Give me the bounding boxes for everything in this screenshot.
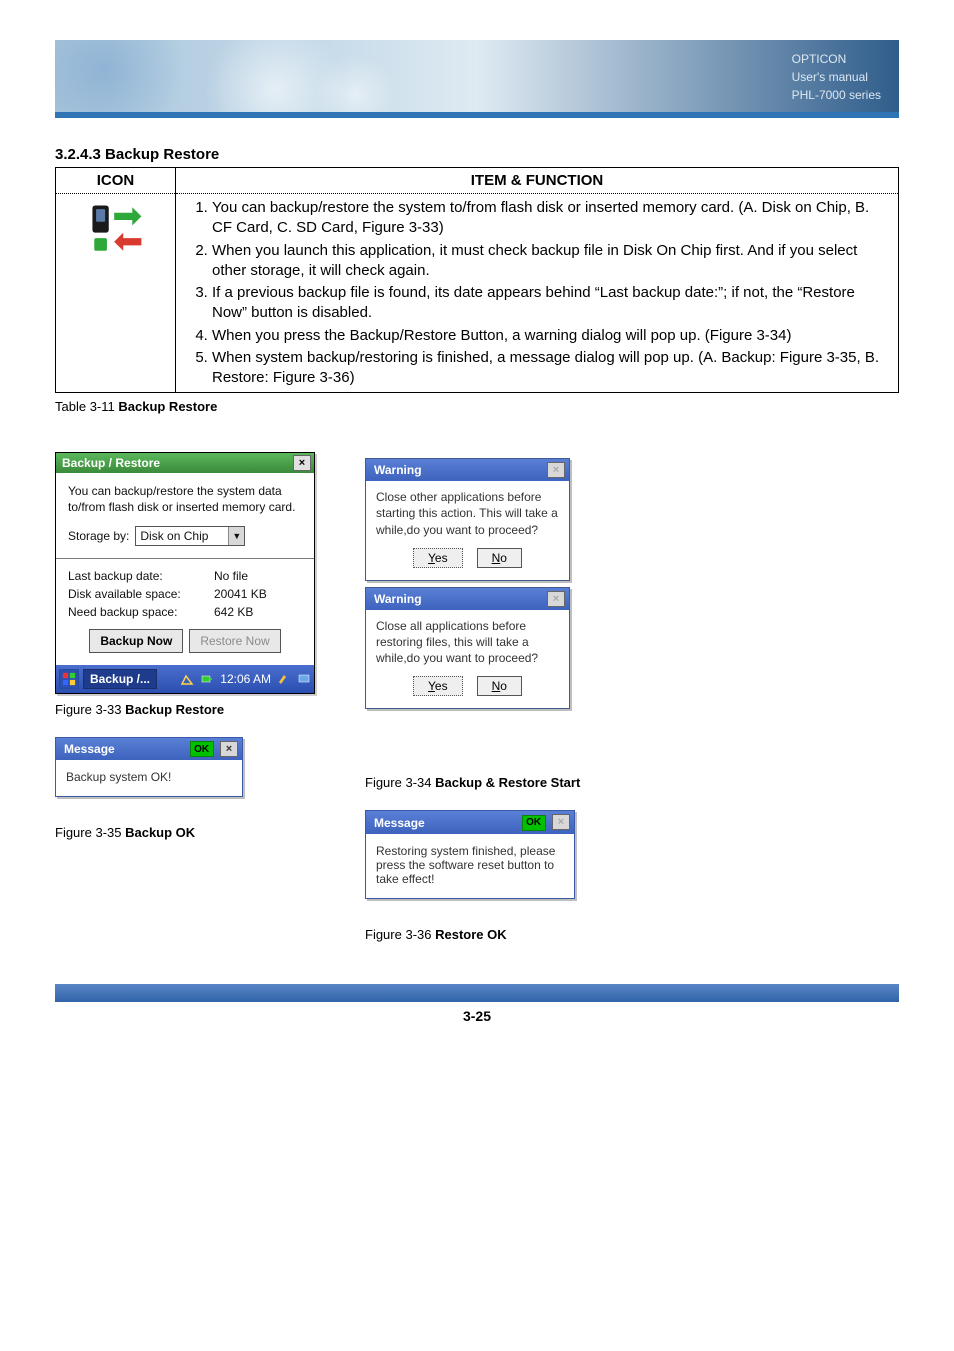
- fig34-label: Figure 3-34 Backup & Restore Start: [365, 775, 725, 790]
- message-backup-ok: Message OK × Backup system OK!: [55, 737, 243, 798]
- close-icon[interactable]: ×: [220, 741, 238, 757]
- msg-restore-title-text: Message: [374, 816, 425, 830]
- backup-title: Backup / Restore: [62, 456, 160, 470]
- disk-avail-value: 20041 KB: [214, 587, 267, 601]
- last-backup-label: Last backup date:: [68, 569, 196, 583]
- header-text: OPTICON User's manual PHL-7000 series: [792, 50, 881, 104]
- header-line3: PHL-7000 series: [792, 86, 881, 104]
- warning1-titlebar: Warning ×: [366, 459, 569, 481]
- battery-icon: [200, 672, 214, 686]
- fig34-bold: Backup & Restore Start: [435, 775, 580, 790]
- icon-cell: [56, 194, 176, 393]
- storage-label: Storage by:: [68, 529, 129, 543]
- msg-restore-title: Message OK ×: [366, 811, 574, 834]
- clock: 12:06 AM: [220, 672, 271, 686]
- backup-titlebar: Backup / Restore ×: [56, 453, 314, 473]
- warning1-body-wrap: Close other applications before starting…: [366, 481, 569, 580]
- col-header-func: ITEM & FUNCTION: [176, 168, 899, 194]
- ok-button[interactable]: OK: [190, 741, 214, 757]
- storage-value: Disk on Chip: [136, 529, 228, 543]
- yes-button[interactable]: Yes: [413, 676, 463, 696]
- fig35-label: Figure 3-35 Backup OK: [55, 825, 315, 840]
- header-brand: OPTICON: [792, 50, 881, 68]
- info-table: ICON ITEM & FUNCTION: [55, 167, 899, 393]
- no-button[interactable]: No: [477, 548, 522, 568]
- tray: 12:06 AM: [180, 672, 311, 686]
- list-item: When you press the Backup/Restore Button…: [212, 326, 890, 346]
- caption-bold: Backup Restore: [118, 399, 217, 414]
- yes-button[interactable]: Yes: [413, 548, 463, 568]
- message-restore-ok: Message OK × Restoring system finished, …: [365, 810, 575, 899]
- figure-34: Warning × Close other applications befor…: [365, 452, 725, 962]
- function-list: You can backup/restore the system to/fro…: [184, 198, 890, 388]
- restore-now-button: Restore Now: [189, 629, 280, 653]
- fig36-prefix: Figure 3-36: [365, 927, 435, 942]
- fig33-prefix: Figure 3-33: [55, 702, 125, 717]
- col-header-icon: ICON: [56, 168, 176, 194]
- figure-33: Backup / Restore × You can backup/restor…: [55, 452, 315, 860]
- last-backup-value: No file: [214, 569, 248, 583]
- fig35-bold: Backup OK: [125, 825, 195, 840]
- close-icon: ×: [547, 591, 565, 607]
- header-line2: User's manual: [792, 68, 881, 86]
- close-icon[interactable]: ×: [293, 455, 311, 471]
- list-item: You can backup/restore the system to/fro…: [212, 198, 890, 239]
- close-icon: ×: [547, 462, 565, 478]
- caption-prefix: Table 3-11: [55, 399, 118, 414]
- backup-restore-window: Backup / Restore × You can backup/restor…: [55, 452, 315, 693]
- warning1-title: Warning: [374, 463, 422, 477]
- keyboard-icon[interactable]: [277, 672, 291, 686]
- no-button[interactable]: No: [477, 676, 522, 696]
- close-icon: ×: [552, 814, 570, 830]
- backup-intro: You can backup/restore the system data t…: [68, 483, 302, 515]
- warning1-body: Close other applications before starting…: [376, 489, 559, 538]
- list-item: If a previous backup file is found, its …: [212, 283, 890, 324]
- msg-backup-title: Message OK ×: [56, 738, 242, 761]
- fig33-bold: Backup Restore: [125, 702, 224, 717]
- backup-restore-icon: [87, 245, 145, 262]
- page-number: 3-25: [55, 1008, 899, 1024]
- msg-backup-title-text: Message: [64, 742, 115, 756]
- warning-dialog-1: Warning × Close other applications befor…: [365, 458, 570, 581]
- footer-bar: [55, 984, 899, 1002]
- backup-now-button[interactable]: Backup Now: [89, 629, 183, 653]
- warning2-title: Warning: [374, 592, 422, 606]
- warning2-body: Close all applications before restoring …: [376, 618, 559, 667]
- fig36-label: Figure 3-36 Restore OK: [365, 927, 725, 942]
- fig35-prefix: Figure 3-35: [55, 825, 125, 840]
- fig34-prefix: Figure 3-34: [365, 775, 435, 790]
- signal-icon: [180, 672, 194, 686]
- taskbar: Backup /... 12:06 AM: [56, 665, 314, 693]
- storage-combo[interactable]: Disk on Chip ▼: [135, 526, 245, 546]
- backup-body: You can backup/restore the system data t…: [56, 473, 314, 664]
- function-cell: You can backup/restore the system to/fro…: [176, 194, 899, 393]
- section-heading: 3.2.4.3 Backup Restore: [55, 146, 899, 163]
- ok-button[interactable]: OK: [522, 815, 546, 831]
- list-item: When you launch this application, it mus…: [212, 241, 890, 282]
- desktop-icon[interactable]: [297, 672, 311, 686]
- fig33-label: Figure 3-33 Backup Restore: [55, 702, 315, 717]
- header-banner: OPTICON User's manual PHL-7000 series: [55, 40, 899, 118]
- divider: [56, 558, 314, 559]
- warning2-titlebar: Warning ×: [366, 588, 569, 610]
- disk-avail-label: Disk available space:: [68, 587, 196, 601]
- table-caption: Table 3-11 Backup Restore: [55, 399, 899, 414]
- fig36-bold: Restore OK: [435, 927, 507, 942]
- start-icon[interactable]: [59, 669, 79, 689]
- warning-dialog-2: Warning × Close all applications before …: [365, 587, 570, 710]
- warning2-body-wrap: Close all applications before restoring …: [366, 610, 569, 709]
- taskbar-task[interactable]: Backup /...: [83, 669, 157, 689]
- msg-backup-body: Backup system OK!: [56, 760, 242, 796]
- msg-restore-body: Restoring system finished, please press …: [366, 834, 574, 898]
- need-space-label: Need backup space:: [68, 605, 196, 619]
- list-item: When system backup/restoring is finished…: [212, 348, 890, 389]
- chevron-down-icon[interactable]: ▼: [228, 527, 244, 545]
- need-space-value: 642 KB: [214, 605, 253, 619]
